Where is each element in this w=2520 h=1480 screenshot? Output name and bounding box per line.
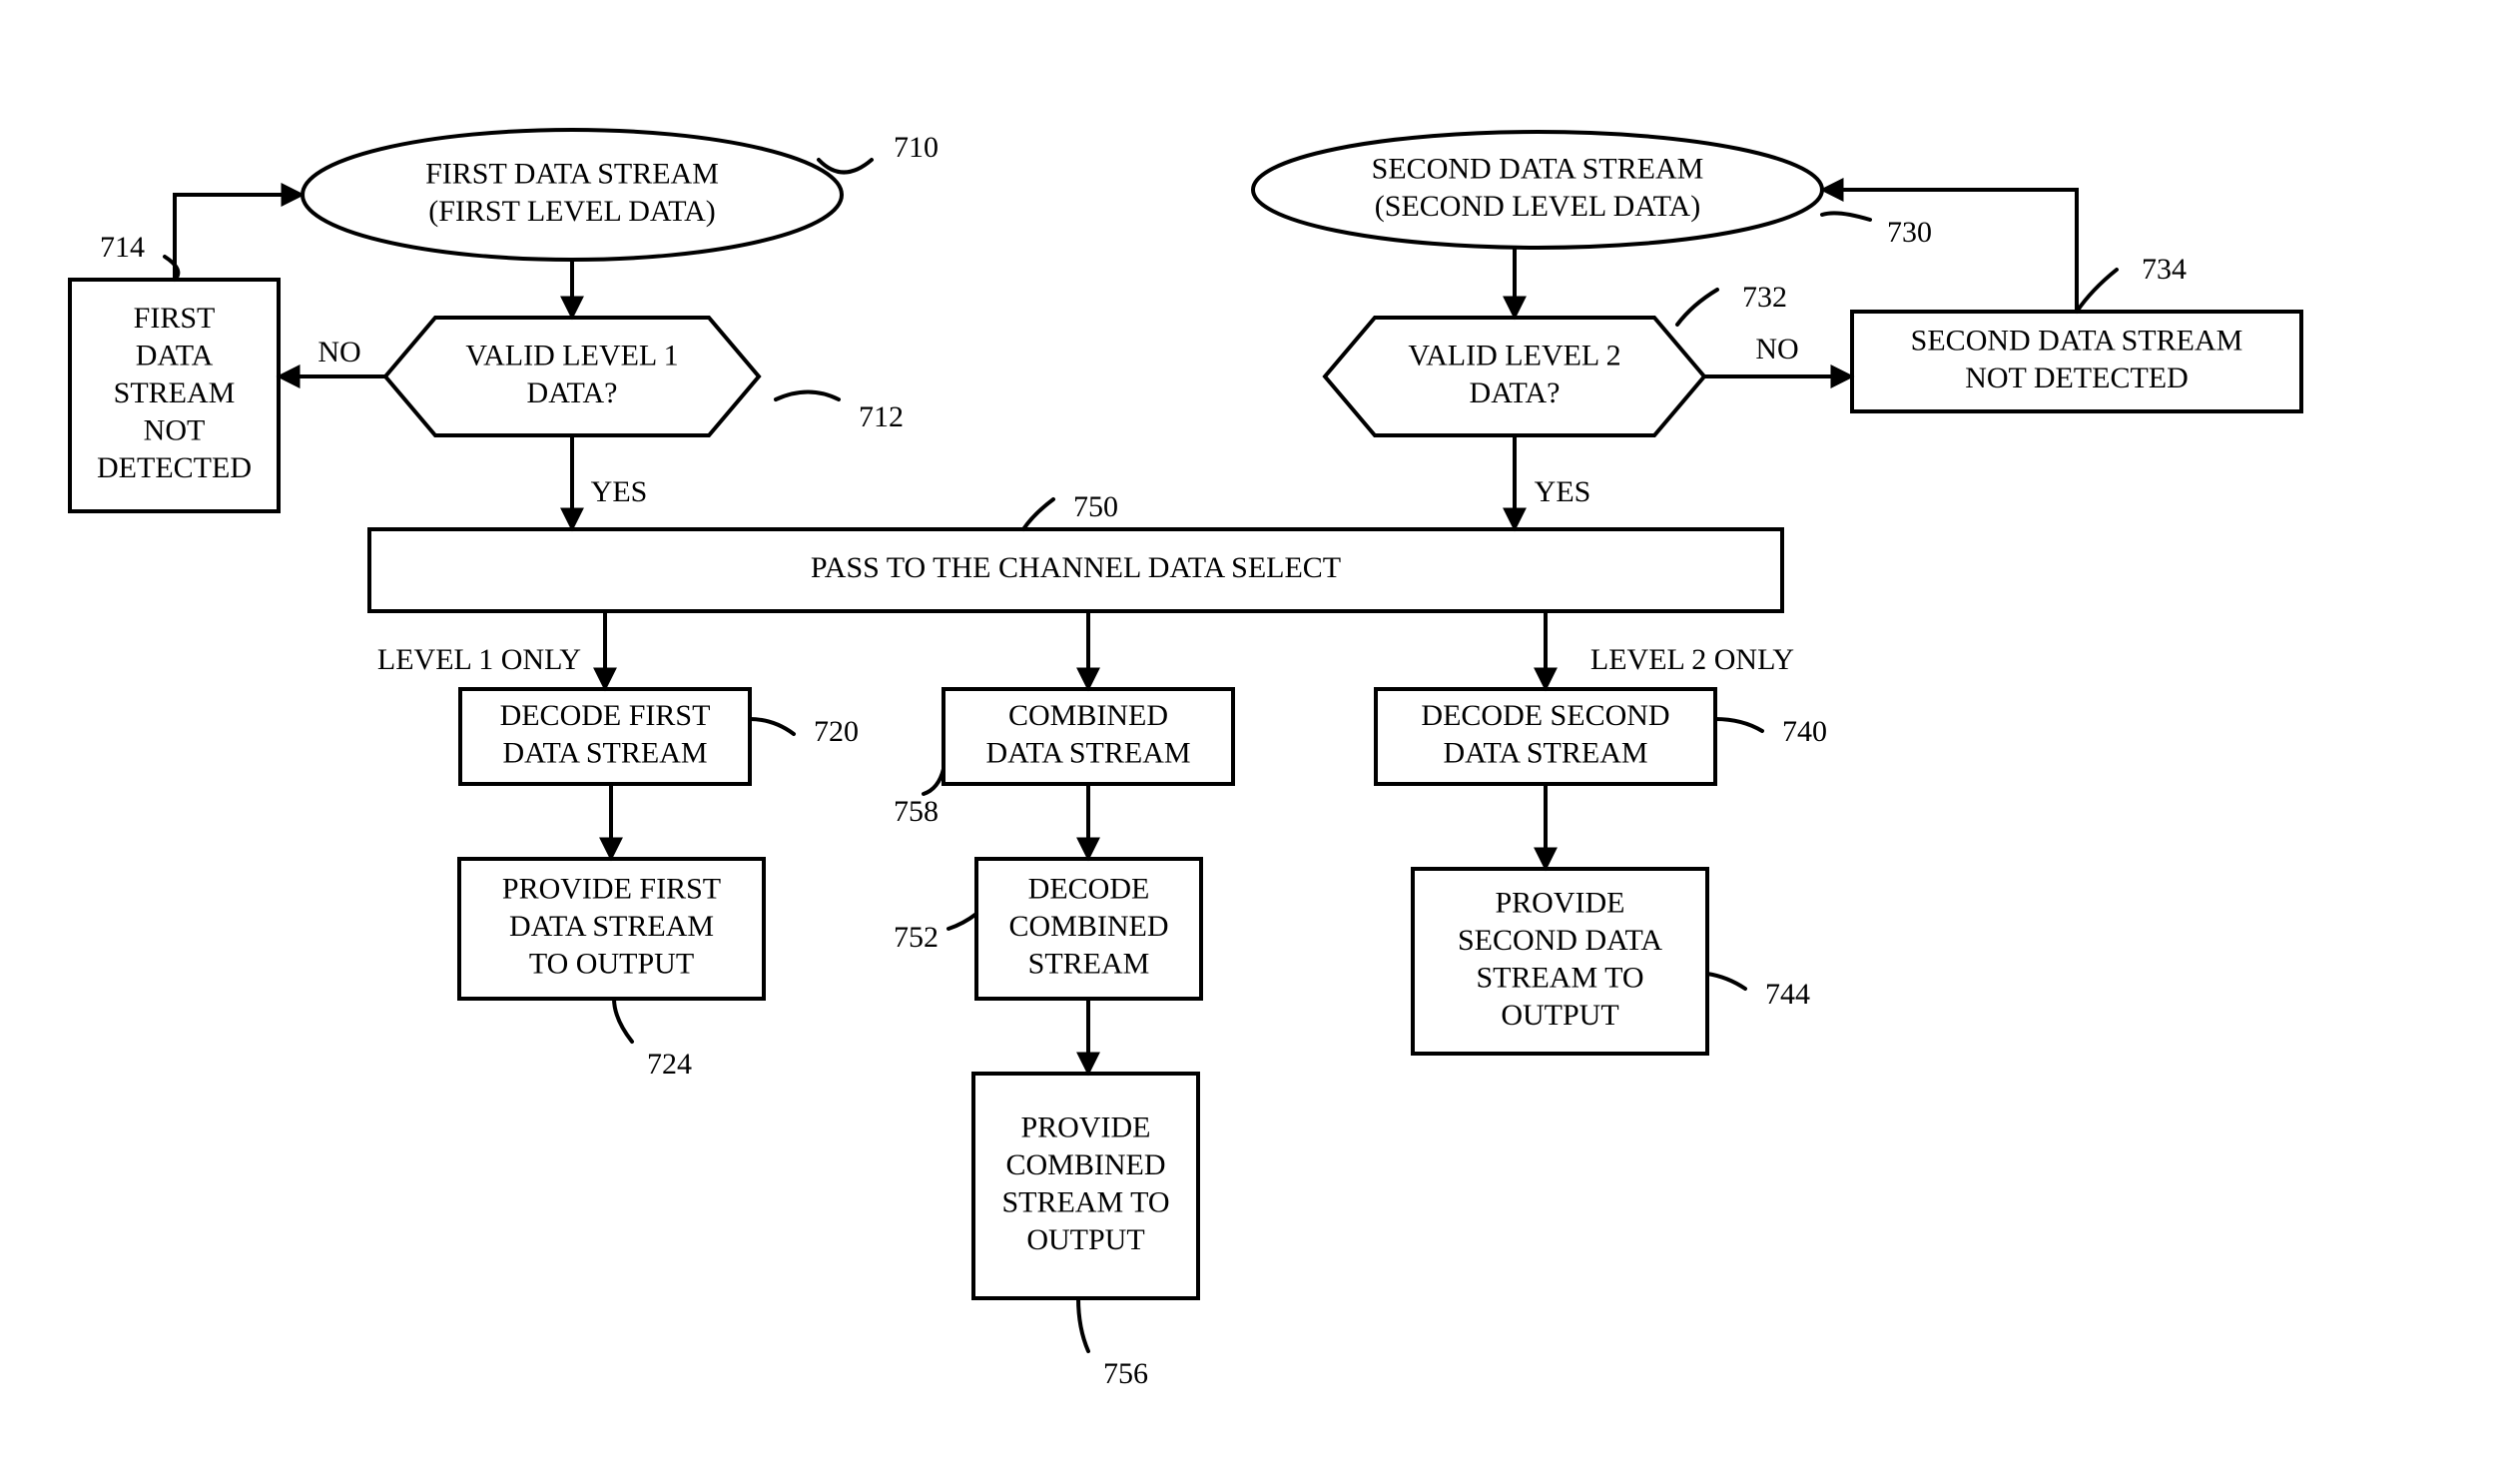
ref-label-734: 734 [2142, 253, 2187, 286]
node-label: DECODE FIRSTDATA STREAM [500, 699, 711, 770]
ref-label-744: 744 [1765, 978, 1810, 1011]
node-n714: FIRSTDATASTREAMNOTDETECTED [70, 280, 279, 511]
node-label: SECOND DATA STREAMNOT DETECTED [1911, 324, 2243, 394]
ref-callout-720 [750, 719, 794, 734]
ref-callout-724 [614, 999, 632, 1042]
ref-label-710: 710 [894, 131, 939, 164]
node-n720: DECODE FIRSTDATA STREAM [460, 689, 750, 784]
ref-label-750: 750 [1073, 490, 1118, 523]
ref-callout-730 [1822, 213, 1870, 220]
node-label: PROVIDECOMBINEDSTREAM TOOUTPUT [1001, 1110, 1169, 1256]
ref-callout-732 [1677, 290, 1717, 325]
ref-label-720: 720 [814, 715, 859, 748]
edge-label: YES [591, 475, 648, 508]
edge-n734-n730 [1822, 190, 2077, 312]
ref-callout-756 [1078, 1298, 1088, 1351]
node-n732: VALID LEVEL 2DATA? [1325, 318, 1704, 435]
node-label: VALID LEVEL 2DATA? [1408, 339, 1620, 409]
ref-label-740: 740 [1782, 715, 1827, 748]
edge-label: LEVEL 2 ONLY [1590, 643, 1794, 676]
flowchart-diagram: NO YES NO YES LEVEL 1 ONLY LEVEL 2 ONLY FIRST… [0, 0, 2520, 1480]
edge-label: LEVEL 1 ONLY [377, 643, 581, 676]
edge-label: NO [1755, 333, 1798, 366]
node-n752: DECODECOMBINEDSTREAM [976, 859, 1201, 999]
ref-callout-744 [1707, 974, 1745, 989]
ref-callout-734 [2077, 270, 2117, 312]
ref-label-714: 714 [100, 231, 145, 264]
node-n734: SECOND DATA STREAMNOT DETECTED [1852, 312, 2301, 411]
node-label: SECOND DATA STREAM(SECOND LEVEL DATA) [1372, 152, 1704, 223]
ref-callout-710 [819, 160, 872, 173]
node-label: VALID LEVEL 1DATA? [465, 339, 678, 409]
node-n724: PROVIDE FIRSTDATA STREAMTO OUTPUT [459, 859, 764, 999]
node-n758: COMBINEDDATA STREAM [944, 689, 1233, 784]
ref-label-758: 758 [894, 795, 939, 828]
ref-label-756: 756 [1103, 1357, 1148, 1390]
edge-n714-n710 [175, 195, 303, 280]
ref-label-732: 732 [1742, 281, 1787, 314]
node-label: FIRSTDATASTREAMNOTDETECTED [97, 302, 252, 484]
node-label: PROVIDESECOND DATASTREAM TOOUTPUT [1458, 886, 1662, 1032]
node-label: PROVIDE FIRSTDATA STREAMTO OUTPUT [502, 872, 721, 980]
edge-label: NO [317, 336, 360, 369]
node-n744: PROVIDESECOND DATASTREAM TOOUTPUT [1413, 869, 1707, 1054]
node-label: COMBINEDDATA STREAM [985, 699, 1190, 770]
ref-callout-740 [1715, 719, 1762, 731]
node-n730: SECOND DATA STREAM(SECOND LEVEL DATA) [1253, 132, 1822, 248]
ref-callout-752 [948, 914, 976, 929]
ref-label-752: 752 [894, 921, 939, 954]
ref-label-724: 724 [647, 1048, 692, 1081]
ref-label-712: 712 [859, 400, 904, 433]
node-n750: PASS TO THE CHANNEL DATA SELECT [369, 529, 1782, 611]
node-label: PASS TO THE CHANNEL DATA SELECT [811, 551, 1341, 584]
node-n712: VALID LEVEL 1DATA? [385, 318, 759, 435]
ref-label-730: 730 [1887, 216, 1932, 249]
node-n710: FIRST DATA STREAM(FIRST LEVEL DATA) [303, 130, 842, 260]
ref-callout-712 [776, 392, 839, 400]
node-label: FIRST DATA STREAM(FIRST LEVEL DATA) [425, 157, 719, 228]
ref-callout-758 [924, 769, 944, 794]
node-n756: PROVIDECOMBINEDSTREAM TOOUTPUT [973, 1074, 1198, 1298]
edge-label: YES [1535, 475, 1591, 508]
node-n740: DECODE SECONDDATA STREAM [1376, 689, 1715, 784]
node-label: DECODECOMBINEDSTREAM [1008, 872, 1168, 980]
node-label: DECODE SECONDDATA STREAM [1421, 699, 1669, 770]
ref-callout-750 [1023, 499, 1053, 529]
